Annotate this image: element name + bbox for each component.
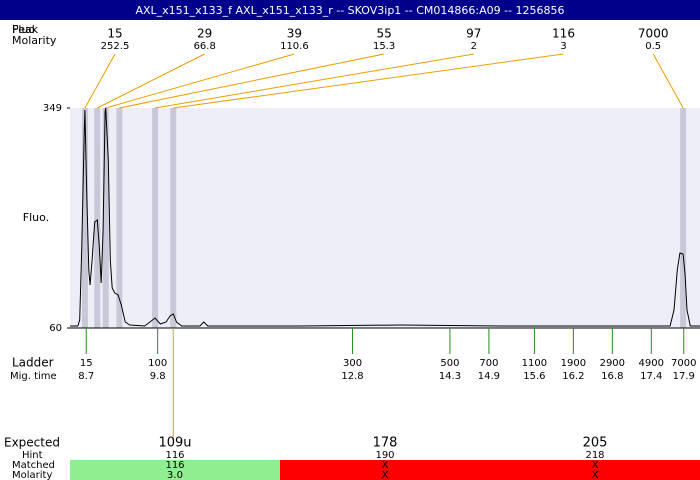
matched-value: X — [382, 460, 389, 471]
peak-molarity: 0.5 — [645, 41, 661, 52]
peak-size: 97 — [466, 27, 481, 41]
hint-value: 116 — [165, 450, 184, 461]
peak-connector — [105, 53, 295, 109]
ladder-size: 4900 — [639, 358, 664, 369]
row-label: Ladder — [12, 356, 54, 370]
title: AXL_x151_x133_f AXL_x151_x133_r -- SKOV3… — [135, 4, 564, 17]
ladder-size: 7000 — [671, 358, 696, 369]
ladder-size: 15 — [80, 358, 93, 369]
peak-size: 7000 — [638, 27, 669, 41]
match-cell — [280, 460, 490, 480]
peak-connector — [652, 53, 684, 109]
molarity-value: X — [382, 470, 389, 480]
peak-band — [170, 108, 177, 328]
expected-value: 205 — [583, 436, 608, 451]
peak-molarity: 2 — [471, 41, 477, 52]
molarity-value: 3.0 — [167, 470, 183, 480]
row-label: Hint — [22, 450, 43, 461]
ladder-size: 700 — [479, 358, 498, 369]
mig-time: 14.3 — [439, 371, 461, 382]
peak-connector — [173, 53, 564, 109]
row-label: Expected — [4, 436, 60, 450]
mig-time: 16.2 — [562, 371, 584, 382]
ladder-size: 2900 — [600, 358, 625, 369]
mig-time: 17.4 — [640, 371, 662, 382]
match-cell — [70, 460, 280, 480]
row-label: Fluo — [12, 23, 35, 36]
peak-connector — [119, 53, 385, 109]
peak-molarity: 15.3 — [373, 41, 395, 52]
peak-band — [81, 108, 88, 328]
matched-value: 116 — [165, 460, 184, 471]
peak-size: 15 — [107, 27, 122, 41]
y-tick-label: 349 — [43, 103, 62, 114]
expected-value: 178 — [373, 436, 398, 451]
peak-size: 39 — [287, 27, 302, 41]
y-tick-label: 60 — [49, 323, 62, 334]
peak-size: 29 — [197, 27, 212, 41]
match-cell — [490, 460, 700, 480]
molarity-value: X — [592, 470, 599, 480]
hint-value: 218 — [585, 450, 604, 461]
mig-time: 8.7 — [78, 371, 94, 382]
peak-band — [94, 108, 101, 328]
mig-time: 9.8 — [150, 371, 166, 382]
ladder-size: 300 — [343, 358, 362, 369]
row-label: Mig. time — [10, 371, 57, 382]
ladder-size: 1900 — [561, 358, 586, 369]
peak-size: 55 — [376, 27, 391, 41]
mig-time: 14.9 — [478, 371, 500, 382]
peak-connector — [84, 53, 116, 109]
peak-molarity: 252.5 — [101, 41, 130, 52]
plot-area — [70, 108, 700, 328]
y-axis-label: Fluo. — [23, 211, 49, 224]
row-label: Matched — [12, 460, 55, 471]
row-label: Peak — [12, 23, 39, 36]
peak-band — [116, 108, 123, 328]
trace — [70, 107, 700, 327]
peak-band — [152, 108, 159, 328]
peak-molarity: 3 — [560, 41, 566, 52]
mig-time: 12.8 — [341, 371, 363, 382]
ladder-size: 1100 — [522, 358, 547, 369]
matched-value: X — [592, 460, 599, 471]
mig-time: 17.9 — [673, 371, 695, 382]
expected-value: 109u — [158, 436, 191, 451]
mig-time: 15.6 — [523, 371, 545, 382]
ladder-size: 500 — [440, 358, 459, 369]
peak-band — [102, 108, 109, 328]
peak-molarity: 110.6 — [280, 41, 309, 52]
title-bar — [0, 0, 700, 20]
peak-molarity: 66.8 — [194, 41, 216, 52]
hint-value: 190 — [375, 450, 394, 461]
peak-connector — [97, 53, 205, 109]
mig-time: 16.8 — [601, 371, 623, 382]
row-label: Molarity — [12, 470, 52, 480]
peak-band — [680, 108, 687, 328]
peak-connector — [154, 53, 474, 109]
ladder-size: 100 — [148, 358, 167, 369]
row-label: Molarity — [12, 34, 57, 47]
peak-size: 116 — [552, 27, 575, 41]
